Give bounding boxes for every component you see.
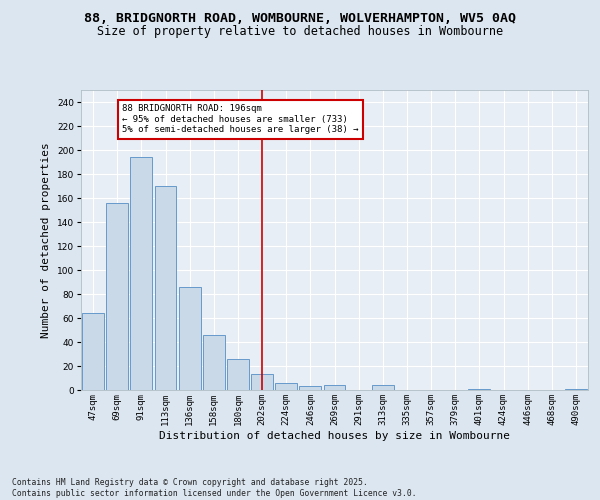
Text: 88, BRIDGNORTH ROAD, WOMBOURNE, WOLVERHAMPTON, WV5 0AQ: 88, BRIDGNORTH ROAD, WOMBOURNE, WOLVERHA… xyxy=(84,12,516,26)
Bar xyxy=(227,359,249,390)
Text: 88 BRIDGNORTH ROAD: 196sqm
← 95% of detached houses are smaller (733)
5% of semi: 88 BRIDGNORTH ROAD: 196sqm ← 95% of deta… xyxy=(122,104,359,134)
Text: Contains HM Land Registry data © Crown copyright and database right 2025.
Contai: Contains HM Land Registry data © Crown c… xyxy=(12,478,416,498)
X-axis label: Distribution of detached houses by size in Wombourne: Distribution of detached houses by size … xyxy=(159,430,510,440)
Text: Size of property relative to detached houses in Wombourne: Size of property relative to detached ho… xyxy=(97,24,503,38)
Bar xyxy=(82,313,104,390)
Bar xyxy=(155,186,176,390)
Bar xyxy=(179,287,200,390)
Bar xyxy=(565,389,587,390)
Y-axis label: Number of detached properties: Number of detached properties xyxy=(41,142,51,338)
Bar xyxy=(275,383,297,390)
Bar xyxy=(372,385,394,390)
Bar xyxy=(251,374,273,390)
Bar xyxy=(106,203,128,390)
Bar xyxy=(323,385,346,390)
Bar xyxy=(469,389,490,390)
Bar xyxy=(130,157,152,390)
Bar xyxy=(203,335,224,390)
Bar xyxy=(299,386,321,390)
